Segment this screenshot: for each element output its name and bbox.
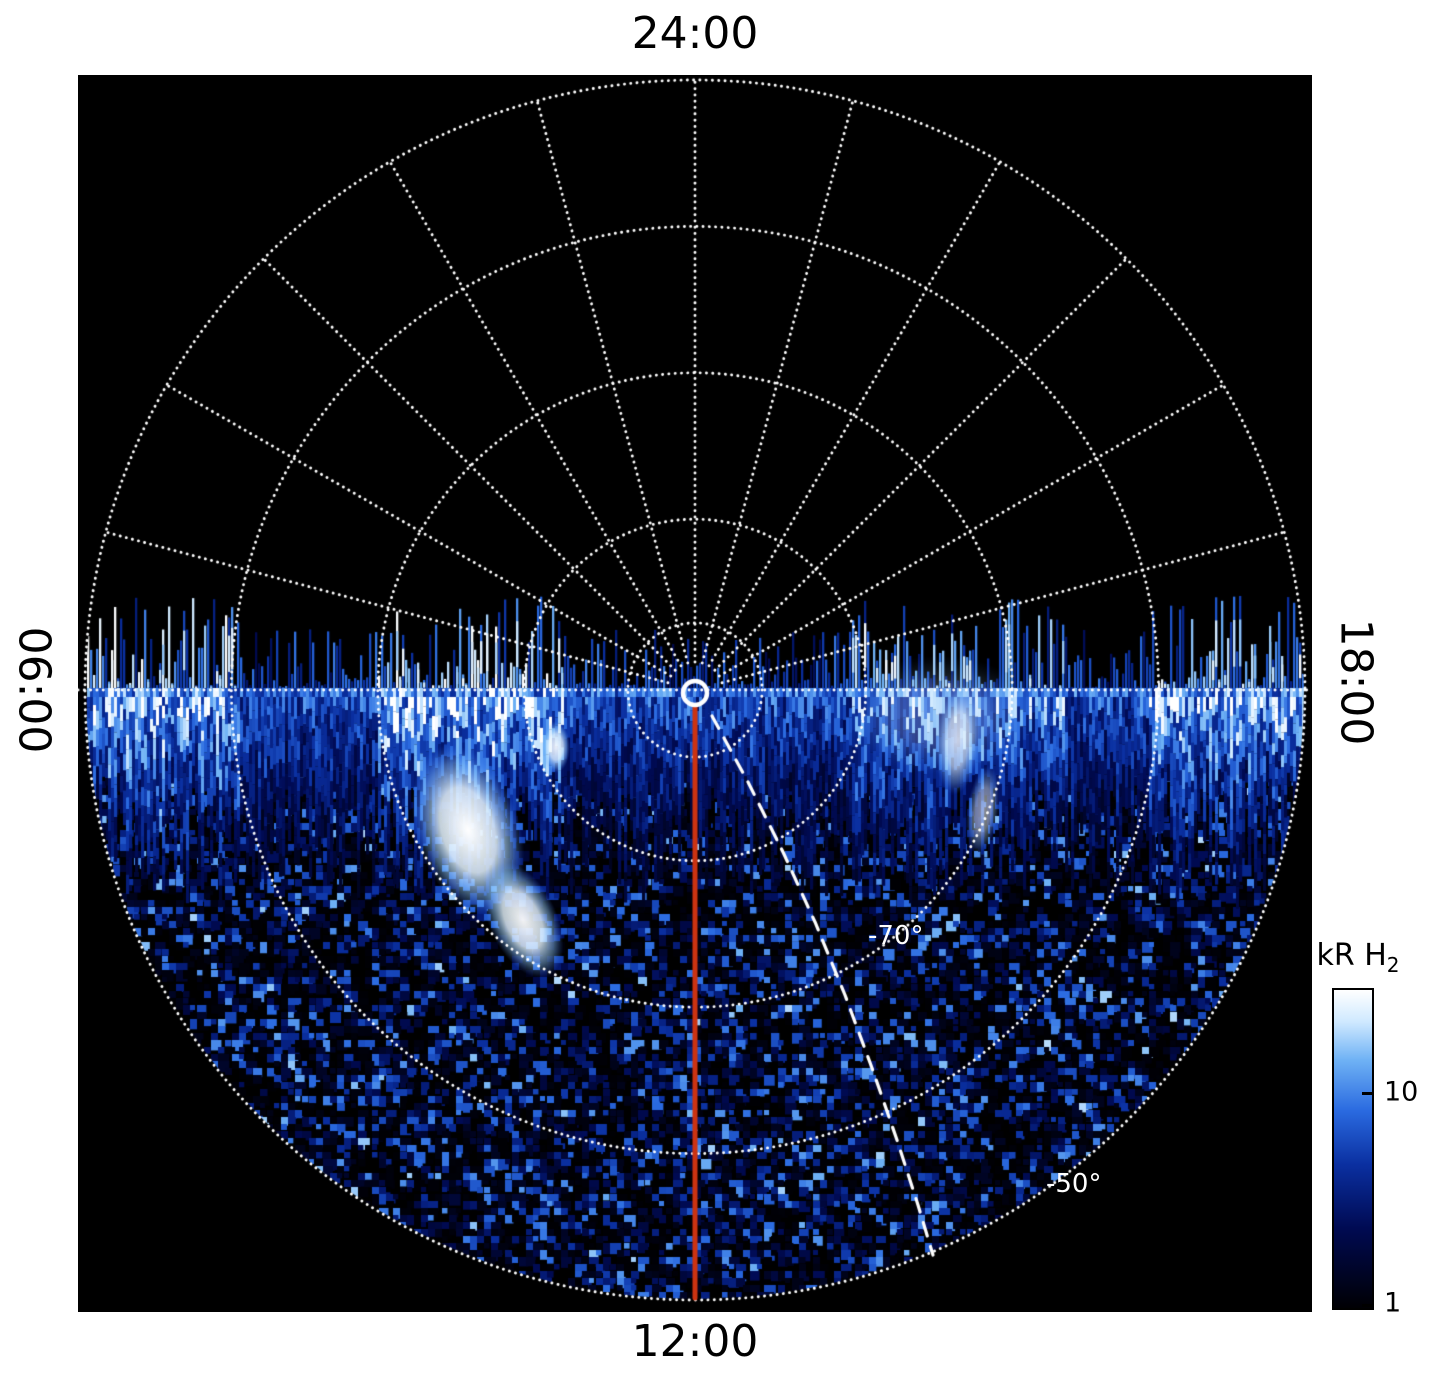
colorbar-tick-10: [1362, 1092, 1372, 1095]
latitude-label-50: -50°: [1046, 1169, 1102, 1199]
local-time-label-1200: 12:00: [631, 1316, 759, 1367]
colorbar-title-text: kR H: [1316, 938, 1387, 973]
local-time-label-0600: 06:00: [8, 626, 60, 754]
plot-area: -70° -50°: [78, 75, 1312, 1312]
colorbar-label-1: 1: [1384, 1287, 1402, 1319]
local-time-label-1800: 18:00: [1330, 618, 1382, 746]
polar-plot-canvas: [78, 75, 1312, 1312]
latitude-label-70: -70°: [868, 921, 924, 951]
colorbar-label-10: 10: [1384, 1076, 1419, 1108]
colorbar-title: kR H2: [1316, 938, 1399, 977]
colorbar-title-subscript: 2: [1386, 953, 1400, 977]
colorbar-gradient: [1332, 988, 1374, 1310]
local-time-label-2400: 24:00: [631, 8, 759, 59]
colorbar-tick-1: [1362, 1304, 1372, 1307]
